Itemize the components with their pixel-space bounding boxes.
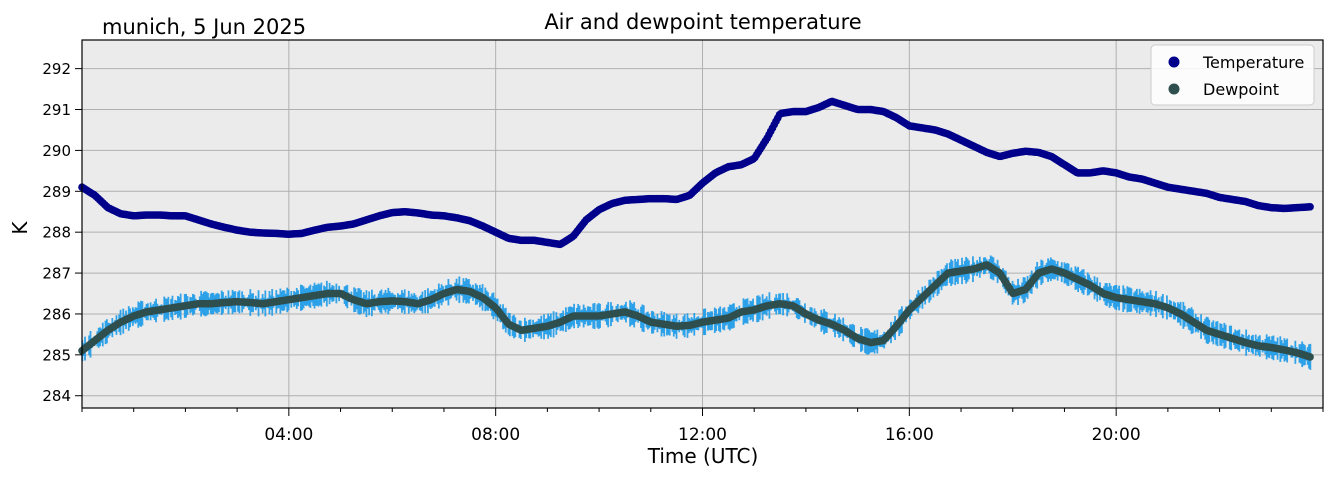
- temperature-point: [1306, 203, 1314, 211]
- legend-marker-dewpoint: [1168, 83, 1180, 95]
- y-tick-label: 286: [42, 305, 71, 323]
- y-tick-label: 290: [42, 142, 71, 160]
- x-tick-label: 12:00: [678, 425, 727, 445]
- y-tick-label: 287: [42, 265, 71, 283]
- y-tick-label: 285: [42, 346, 71, 364]
- x-tick-label: 08:00: [471, 425, 520, 445]
- grid-lines: [82, 40, 1323, 408]
- x-tick-label: 20:00: [1092, 425, 1141, 445]
- legend-label-dewpoint: Dewpoint: [1203, 80, 1279, 99]
- chart-title: Air and dewpoint temperature: [544, 10, 861, 34]
- legend-box: [1150, 44, 1315, 106]
- y-tick-label: 284: [42, 387, 71, 405]
- y-axis-ticks: 284 285 286 287 288 289 290 291 292: [42, 60, 82, 405]
- series-points: [78, 97, 1314, 361]
- legend-marker-temperature: [1168, 56, 1180, 68]
- y-tick-label: 288: [42, 224, 71, 242]
- y-tick-label: 291: [42, 101, 71, 119]
- dewpoint-point: [1306, 353, 1314, 361]
- x-tick-label: 04:00: [264, 425, 313, 445]
- x-axis-ticks: 04:00 08:00 12:00 16:00 20:00: [81, 408, 1324, 445]
- chart-subtitle: munich, 5 Jun 2025: [102, 15, 306, 39]
- y-tick-label: 289: [42, 183, 71, 201]
- y-tick-label: 292: [42, 60, 71, 78]
- y-axis-label: K: [8, 221, 32, 235]
- legend: Temperature Dewpoint: [1150, 44, 1315, 106]
- x-tick-label: 16:00: [885, 425, 934, 445]
- legend-label-temperature: Temperature: [1202, 53, 1304, 72]
- x-axis-label: Time (UTC): [647, 444, 759, 468]
